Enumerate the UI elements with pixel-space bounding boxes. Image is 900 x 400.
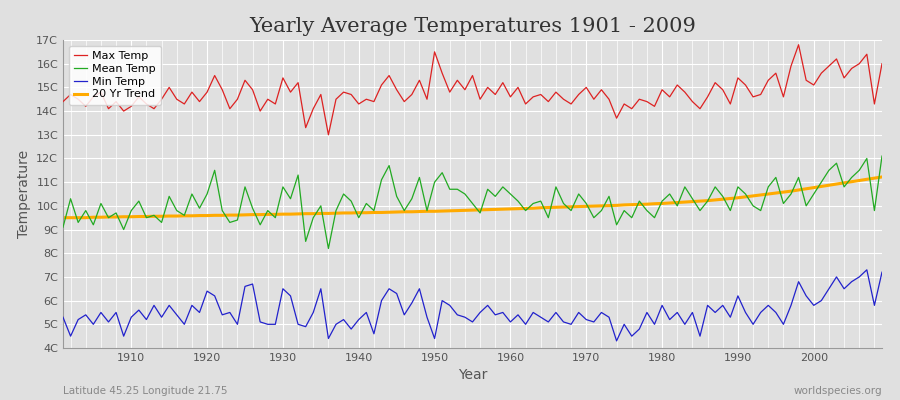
- Max Temp: [793, 42, 804, 47]
- Line: Max Temp: Max Temp: [63, 45, 882, 135]
- Text: worldspecies.org: worldspecies.org: [794, 386, 882, 396]
- Min Temp: [877, 270, 887, 274]
- Max Temp: [604, 97, 615, 102]
- Min Temp: [861, 268, 872, 272]
- Line: Mean Temp: Mean Temp: [63, 156, 882, 248]
- Mean Temp: [604, 194, 615, 199]
- Title: Yearly Average Temperatures 1901 - 2009: Yearly Average Temperatures 1901 - 2009: [249, 17, 696, 36]
- Min Temp: [611, 338, 622, 343]
- Max Temp: [338, 90, 349, 94]
- Max Temp: [58, 99, 68, 104]
- Line: Min Temp: Min Temp: [63, 270, 882, 341]
- 20 Yr Trend: [498, 207, 508, 212]
- 20 Yr Trend: [285, 212, 296, 216]
- Min Temp: [498, 310, 508, 315]
- 20 Yr Trend: [330, 211, 341, 216]
- Min Temp: [596, 310, 607, 315]
- Min Temp: [58, 315, 68, 320]
- Max Temp: [323, 132, 334, 137]
- 20 Yr Trend: [877, 174, 887, 179]
- Mean Temp: [505, 192, 516, 196]
- Mean Temp: [323, 246, 334, 251]
- Max Temp: [877, 61, 887, 66]
- 20 Yr Trend: [505, 206, 516, 211]
- Line: 20 Yr Trend: 20 Yr Trend: [63, 177, 882, 218]
- Max Temp: [513, 85, 524, 90]
- 20 Yr Trend: [596, 204, 607, 208]
- Min Temp: [505, 320, 516, 324]
- Mean Temp: [877, 154, 887, 158]
- Max Temp: [285, 90, 296, 94]
- X-axis label: Year: Year: [458, 368, 487, 382]
- Mean Temp: [58, 225, 68, 230]
- Mean Temp: [338, 192, 349, 196]
- Y-axis label: Temperature: Temperature: [17, 150, 31, 238]
- 20 Yr Trend: [58, 215, 68, 220]
- Legend: Max Temp, Mean Temp, Min Temp, 20 Yr Trend: Max Temp, Mean Temp, Min Temp, 20 Yr Tre…: [68, 46, 161, 105]
- Min Temp: [330, 322, 341, 327]
- Min Temp: [118, 334, 129, 338]
- Max Temp: [118, 109, 129, 114]
- Min Temp: [285, 294, 296, 298]
- 20 Yr Trend: [118, 214, 129, 219]
- Text: Latitude 45.25 Longitude 21.75: Latitude 45.25 Longitude 21.75: [63, 386, 228, 396]
- Mean Temp: [285, 196, 296, 201]
- Mean Temp: [118, 227, 129, 232]
- Max Temp: [505, 94, 516, 99]
- Mean Temp: [513, 199, 524, 204]
